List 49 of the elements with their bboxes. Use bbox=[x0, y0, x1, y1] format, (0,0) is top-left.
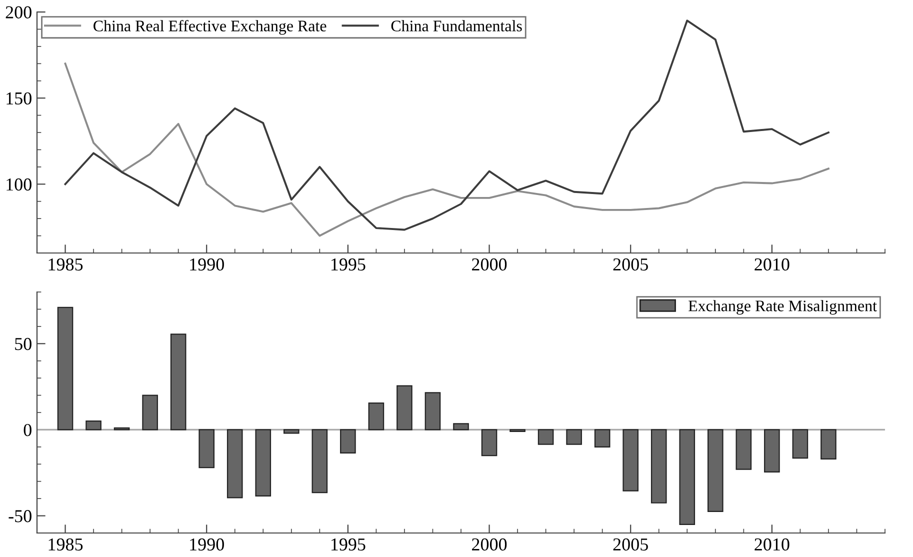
bar bbox=[679, 429, 696, 525]
x-tick-label: 1990 bbox=[190, 258, 224, 271]
y-tick-label: 50 bbox=[15, 338, 32, 350]
bar bbox=[453, 423, 469, 430]
line-series bbox=[64, 62, 830, 237]
bar bbox=[170, 334, 186, 430]
bar bbox=[283, 429, 300, 434]
x-tick-label: 2000 bbox=[472, 538, 507, 551]
line-series bbox=[64, 20, 830, 231]
x-tick-label: 1995 bbox=[331, 258, 366, 271]
bar bbox=[820, 429, 836, 460]
x-tick-label: 1985 bbox=[48, 258, 83, 271]
x-tick-label: 1985 bbox=[48, 538, 83, 551]
bar bbox=[368, 402, 384, 430]
bar bbox=[792, 429, 808, 459]
legend-label: China Real Effective Exchange Rate bbox=[94, 20, 326, 35]
y-tick-label: 200 bbox=[6, 6, 32, 18]
x-tick-label: 1990 bbox=[190, 538, 224, 551]
bar bbox=[650, 429, 667, 504]
bar bbox=[198, 429, 215, 468]
bar bbox=[622, 429, 639, 492]
legend-label: China Fundamentals bbox=[391, 20, 522, 32]
bar bbox=[736, 429, 752, 470]
y-tick-label: 100 bbox=[6, 178, 32, 191]
bar bbox=[86, 420, 102, 430]
x-tick-label: 2005 bbox=[613, 538, 648, 551]
bar bbox=[312, 429, 328, 494]
x-tick-label: 2005 bbox=[613, 258, 648, 271]
bar bbox=[396, 385, 412, 430]
bar bbox=[764, 429, 780, 472]
y-tick-label: 150 bbox=[6, 92, 32, 105]
bar bbox=[142, 394, 158, 430]
legend-label: Exchange Rate Misalignment bbox=[688, 300, 877, 315]
x-tick-label: 1995 bbox=[331, 538, 366, 551]
x-tick-label: 2010 bbox=[754, 538, 790, 551]
y-tick-label: 0 bbox=[24, 424, 32, 436]
bar bbox=[594, 429, 610, 448]
bar bbox=[226, 429, 243, 498]
bar bbox=[707, 429, 724, 512]
bar bbox=[538, 429, 554, 445]
x-tick-label: 2010 bbox=[754, 258, 790, 271]
x-tick-label: 2000 bbox=[472, 258, 507, 271]
bar bbox=[566, 429, 582, 445]
bar bbox=[481, 429, 498, 456]
bar bbox=[424, 392, 441, 430]
bar bbox=[340, 429, 356, 454]
y-tick-label: -50 bbox=[8, 510, 32, 522]
bar bbox=[255, 429, 272, 497]
bar bbox=[57, 306, 74, 430]
